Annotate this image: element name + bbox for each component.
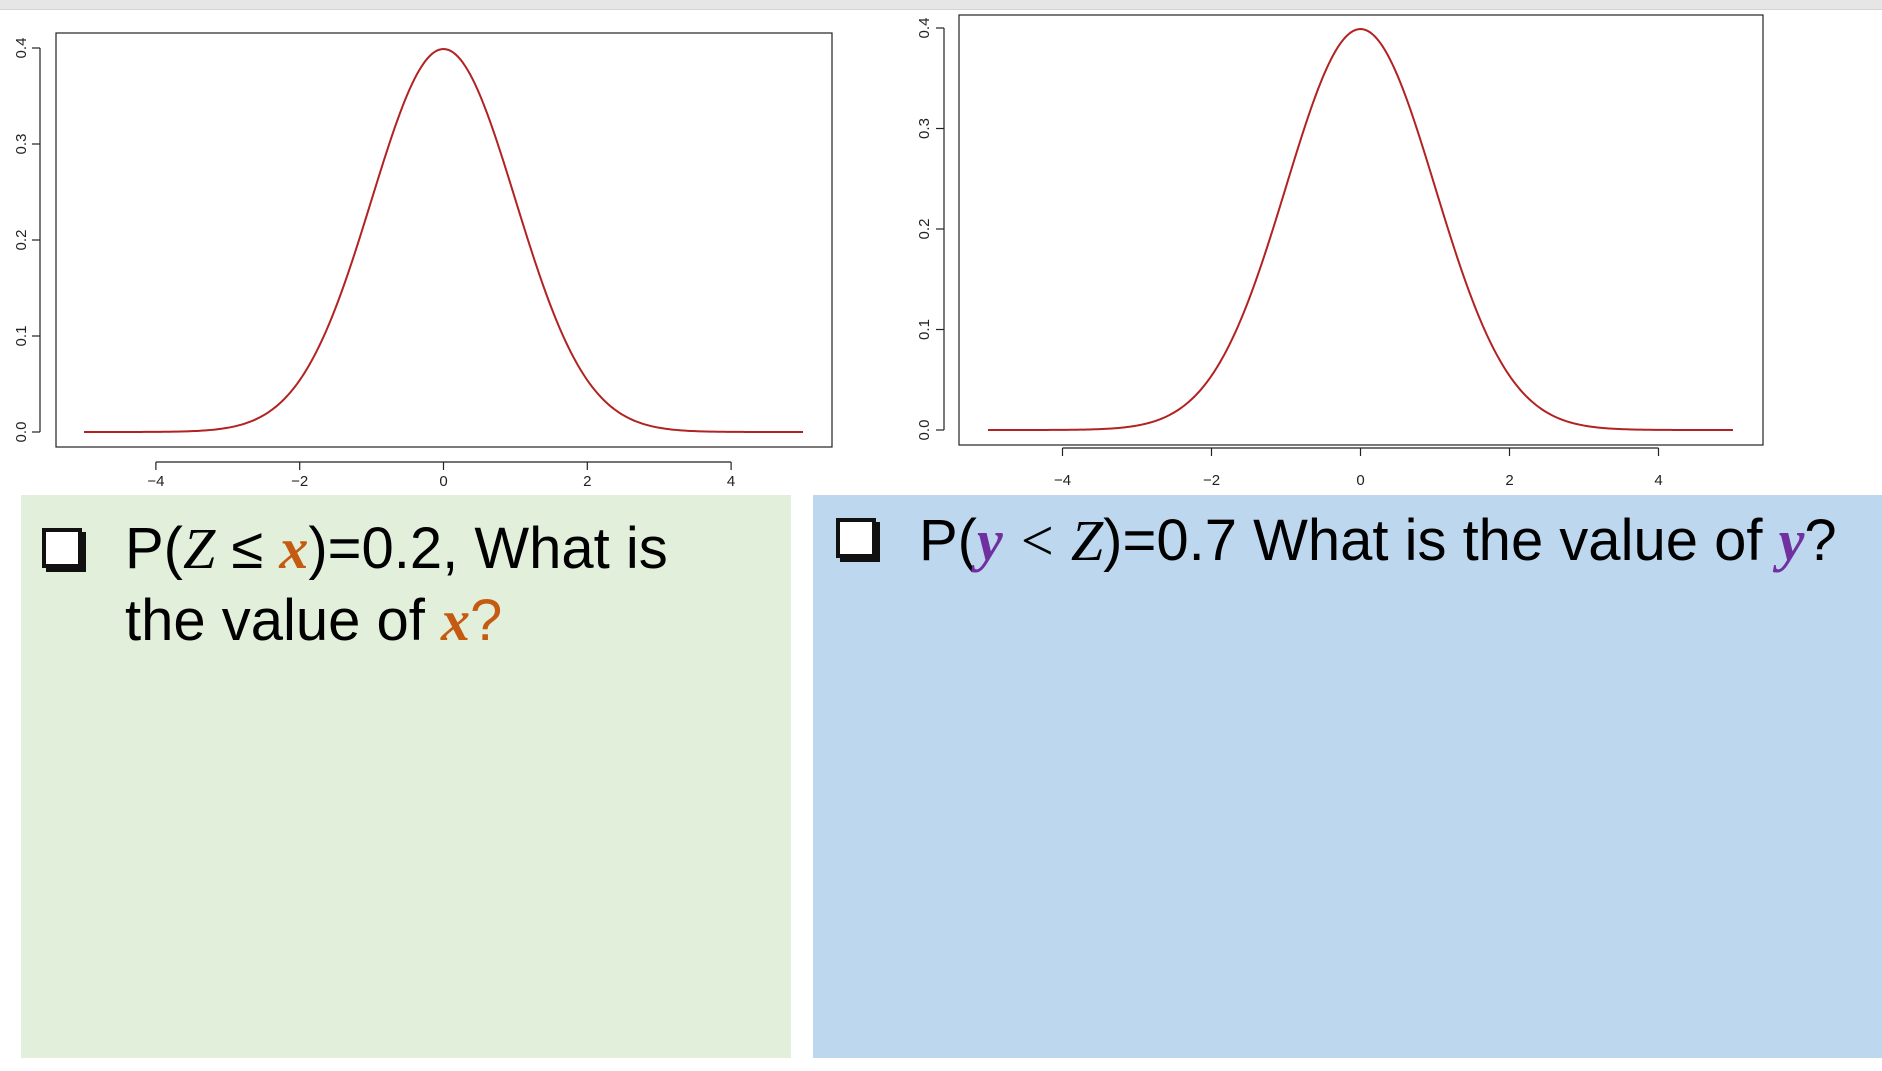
plot-frame — [958, 14, 1764, 446]
question-x-checkbox[interactable] — [42, 528, 82, 568]
question-panel-y: P(y < Z)=0.7 What is the value of y? — [813, 495, 1882, 1058]
x-tick-label: −2 — [1203, 472, 1220, 489]
question-x-text: P(Z ≤ x)=0.2, What is the value of x? — [21, 495, 791, 657]
x-tick-label: −2 — [291, 473, 308, 490]
x-tick-label: 0 — [439, 473, 447, 490]
x-tick-label: 0 — [1356, 472, 1364, 489]
top-strip — [0, 0, 1882, 10]
x-tick-label: 4 — [727, 473, 735, 490]
question-x-suffix: )=0.2, What is the value of — [125, 516, 668, 653]
x-tick-label: −4 — [147, 473, 164, 490]
question-x-variable-2: x — [441, 588, 470, 653]
y-tick-label: 0.4 — [916, 18, 933, 39]
question-y-end: ? — [1804, 508, 1837, 573]
question-x-end: ? — [470, 588, 503, 653]
question-y-op: < — [1002, 508, 1071, 573]
y-tick-label: 0.0 — [13, 422, 30, 443]
question-y-variable-2: y — [1778, 508, 1805, 573]
y-tick-label: 0.4 — [13, 38, 30, 59]
x-tick-label: −4 — [1054, 472, 1071, 489]
y-tick-label: 0.0 — [916, 420, 933, 441]
x-tick-label: 4 — [1654, 472, 1662, 489]
right-density-plot: −4 −2 0 2 4 0.0 0.1 0.2 0.3 0.4 — [916, 14, 1764, 489]
plot-frame — [55, 32, 833, 448]
y-tick-label: 0.2 — [916, 219, 933, 240]
x-tick-label: 2 — [1505, 472, 1513, 489]
question-x-z: Z — [183, 516, 216, 581]
question-x-op: ≤ — [215, 516, 280, 581]
left-density-plot: −4 −2 0 2 4 0.0 0.1 0.2 0.3 0.4 — [13, 32, 833, 490]
question-y-suffix: )=0.7 What is the value of — [1103, 508, 1779, 573]
question-y-z: Z — [1070, 508, 1104, 573]
y-tick-label: 0.3 — [13, 134, 30, 155]
question-panel-x: P(Z ≤ x)=0.2, What is the value of x? — [21, 495, 791, 1058]
question-y-prefix: P( — [919, 508, 977, 573]
y-tick-label: 0.1 — [916, 319, 933, 340]
question-x-variable: x — [279, 516, 309, 581]
density-curve — [988, 28, 1733, 431]
question-y-variable: y — [977, 508, 1003, 573]
x-tick-label: 2 — [583, 473, 591, 490]
y-tick-label: 0.3 — [916, 118, 933, 139]
question-y-checkbox[interactable] — [836, 518, 876, 558]
density-curve — [84, 48, 803, 433]
question-y-text: P(y < Z)=0.7 What is the value of y? — [813, 495, 1882, 577]
y-tick-label: 0.2 — [13, 230, 30, 251]
normal-density-plots: −4 −2 0 2 4 0.0 0.1 0.2 0.3 0.4 −4 −2 0 2 4 0.0 0.1 0.2 0… — [13, 14, 1764, 490]
y-tick-label: 0.1 — [13, 326, 30, 347]
question-x-prefix: P( — [125, 516, 183, 581]
